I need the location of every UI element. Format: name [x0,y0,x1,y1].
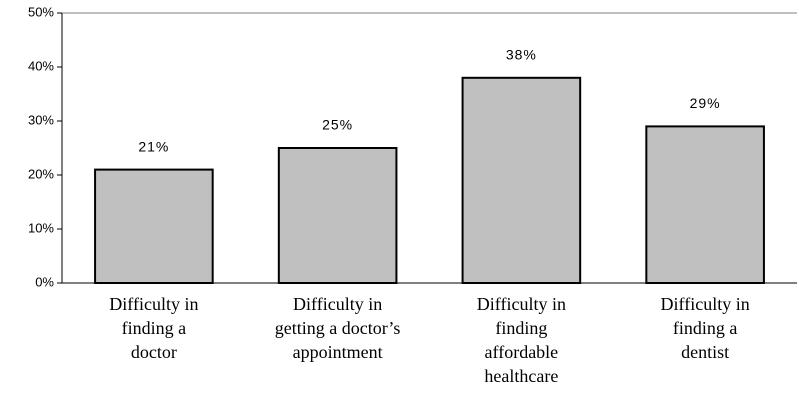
data-label: 29% [690,95,721,111]
x-tick-label: Difficulty in [477,294,566,314]
x-tick-label: healthcare [484,366,558,386]
bar [277,147,398,284]
x-tick-label: appointment [293,342,383,362]
x-tick-label: Difficulty in [661,294,750,314]
x-tick-label: finding a [673,318,738,338]
x-tick-label: Difficulty in [109,294,198,314]
data-label: 38% [506,47,537,63]
x-tick-label: finding [495,318,547,338]
x-tick-label: Difficulty in [293,294,382,314]
x-tick-label: getting a doctor’s [275,318,401,338]
y-tick-label: 10% [28,220,54,235]
y-tick-label: 30% [28,112,54,127]
x-tick-label: finding a [122,318,187,338]
y-tick-label: 20% [28,166,54,181]
y-tick-label: 50% [28,4,54,19]
x-tick-label: affordable [485,342,559,362]
bar [461,76,582,284]
data-label: 21% [138,138,169,154]
data-label: 25% [322,117,353,133]
x-tick-label: doctor [131,342,177,362]
y-tick-label: 0% [35,274,54,289]
bar [645,125,765,285]
x-tick-label: dentist [681,342,729,362]
y-tick-label: 40% [28,58,54,73]
bar [94,168,214,285]
